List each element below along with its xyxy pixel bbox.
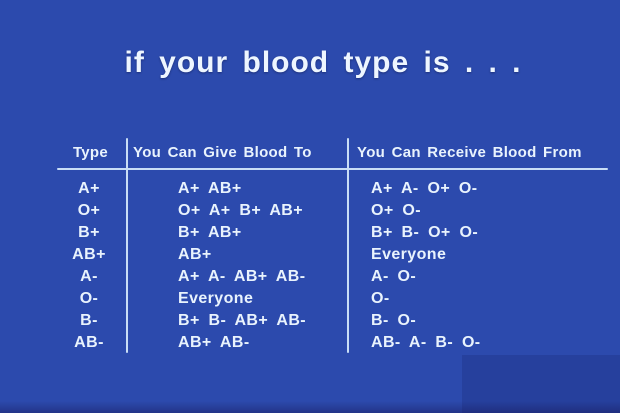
cell-give-to: A+ A- AB+ AB- [178,268,306,285]
cell-blood-type: AB- [74,334,104,351]
cell-receive-from: B+ B- O+ O- [371,224,479,241]
table-row: B- B+ B- AB+ AB- B- O- [0,310,620,332]
cell-blood-type: O- [79,290,99,307]
page-title: if your blood type is . . . [124,46,522,79]
cell-give-to: O+ A+ B+ AB+ [178,202,303,219]
cell-give-to: B+ B- AB+ AB- [178,312,307,329]
table-row: B+ B+ AB+ B+ B- O+ O- [0,222,620,244]
column-header-give: You Can Give Blood To [133,144,312,161]
table-row: A- A+ A- AB+ AB- A- O- [0,266,620,288]
cell-blood-type: B+ [78,224,100,241]
cell-give-to: B+ AB+ [178,224,242,241]
cell-blood-type: A- [80,268,98,285]
cell-receive-from: AB- A- B- O- [371,334,481,351]
cell-receive-from: O- [371,290,390,307]
bottom-shading [0,401,620,413]
cell-receive-from: B- O- [371,312,417,329]
cell-give-to: AB+ [178,246,212,263]
table-row: AB+ AB+ Everyone [0,244,620,266]
cell-blood-type: A+ [78,180,100,197]
table-row: O- Everyone O- [0,288,620,310]
table-row: O+ O+ A+ B+ AB+ O+ O- [0,200,620,222]
cell-receive-from: A- O- [371,268,417,285]
cell-give-to: Everyone [178,290,254,307]
cell-receive-from: Everyone [371,246,447,263]
cell-give-to: A+ AB+ [178,180,242,197]
cell-give-to: AB+ AB- [178,334,250,351]
cell-blood-type: O+ [77,202,101,219]
cell-receive-from: A+ A- O+ O- [371,180,478,197]
cell-receive-from: O+ O- [371,202,422,219]
header-divider [57,168,608,170]
column-divider-2 [347,138,349,353]
column-header-receive: You Can Receive Blood From [357,144,582,161]
table-row: A+ A+ AB+ A+ A- O+ O- [0,178,620,200]
table-row: AB- AB+ AB- AB- A- B- O- [0,332,620,354]
corner-shading [462,355,620,413]
column-header-type: Type [72,144,109,161]
cell-blood-type: AB+ [72,246,106,263]
cell-blood-type: B- [80,312,98,329]
column-divider-1 [126,138,128,353]
